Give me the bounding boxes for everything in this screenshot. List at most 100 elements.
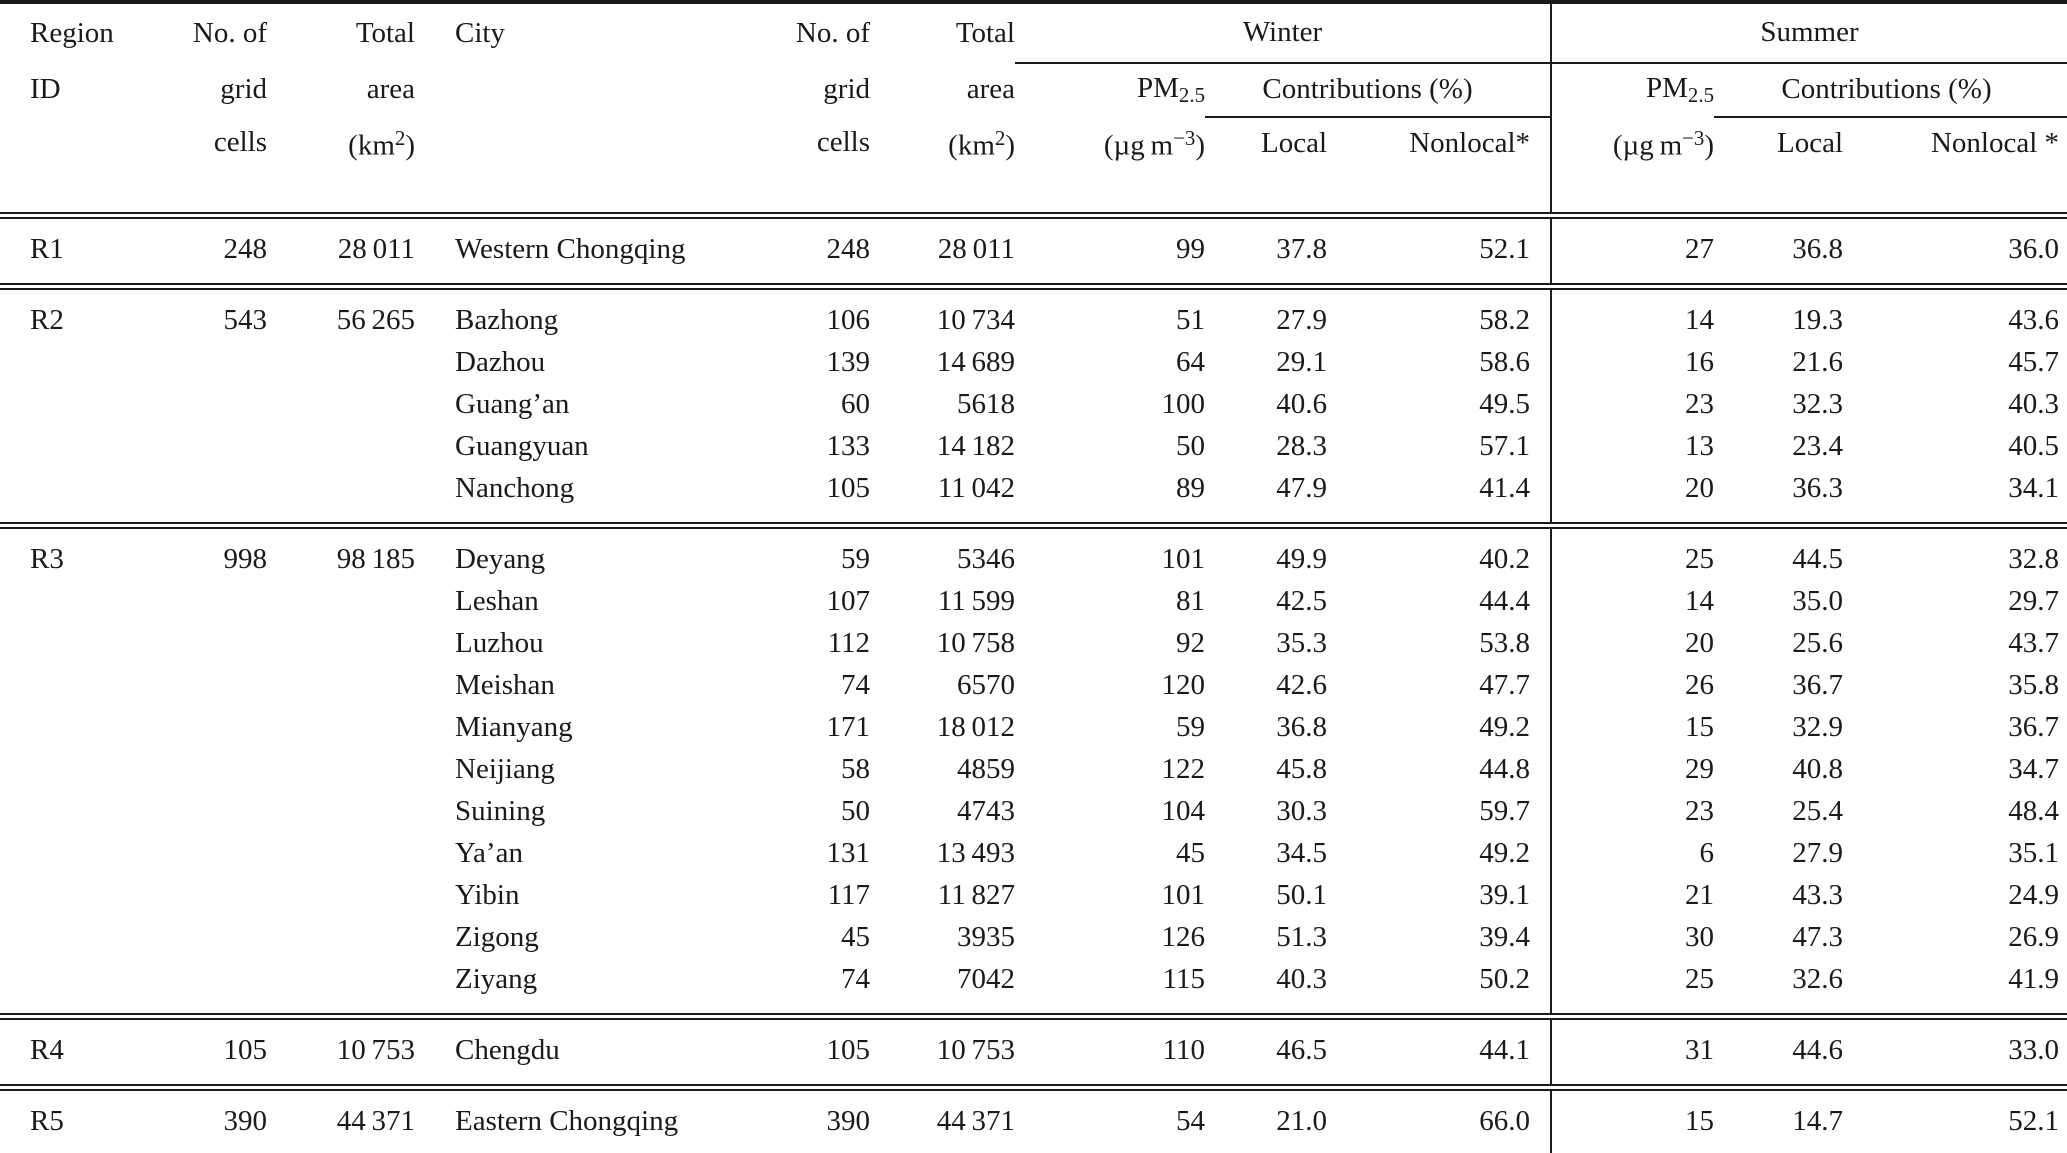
cell-region-total-area — [267, 581, 415, 623]
cell-winter-local: 49.9 — [1205, 522, 1327, 581]
cell-summer-local: 36.3 — [1792, 472, 1844, 505]
cell-region-total-area — [267, 707, 415, 749]
table-row: Luzhou 112 10 758 92 35.3 53.8 20 25.6 43.7 — [0, 623, 2067, 665]
cell-winter-pm25: 89 — [1176, 472, 1205, 505]
header-summer-local: Local — [1777, 127, 1844, 159]
cell-region-id — [0, 384, 120, 426]
cell-city: Guang’an — [455, 388, 570, 421]
cell-city-total-area: 10 758 — [936, 627, 1015, 660]
cell-region-id — [0, 581, 120, 623]
cell-summer-nonlocal: 48.4 — [2008, 795, 2060, 828]
cell-winter-pm25: 104 — [1161, 795, 1206, 828]
cell-city-total-area: 18 012 — [936, 711, 1015, 744]
cell-city: Western Chongqing — [415, 212, 785, 287]
cell-summer-local: 44.5 — [1714, 522, 1844, 581]
cell-city-grid-cells: 133 — [826, 430, 871, 463]
cell-winter-pm25: 50 — [1176, 430, 1205, 463]
cell-winter-local: 28.3 — [1276, 430, 1327, 463]
cell-winter-local: 30.3 — [1276, 795, 1327, 828]
cell-city-grid-cells: 117 — [827, 879, 870, 912]
cell-summer-pm25: 15 — [1550, 1084, 1715, 1153]
cell-summer-nonlocal: 43.6 — [1843, 283, 2067, 342]
cell-city-grid-cells: 171 — [826, 711, 871, 744]
cell-region-grid-cells — [120, 665, 267, 707]
cell-summer-local: 47.3 — [1792, 921, 1844, 954]
cell-summer-local: 27.9 — [1792, 837, 1844, 870]
cell-summer-nonlocal: 40.3 — [2008, 388, 2060, 421]
cell-city-total-area: 11 599 — [937, 585, 1015, 618]
cell-summer-pm25: 15 — [1550, 707, 1715, 749]
table-row: R1 248 28 011 Western Chongqing 248 28 011 99 3… — [0, 212, 2067, 287]
table-row: R2 543 56 265 Bazhong 106 10 734 51 27.9 58.2 14 1… — [0, 283, 2067, 342]
cell-city: Deyang — [415, 522, 785, 581]
cell-city-grid-cells: 74 — [841, 669, 870, 702]
cell-city-total-area: 7042 — [957, 963, 1015, 996]
cell-region-total-area: 56 265 — [267, 283, 415, 342]
cell-winter-nonlocal: 39.4 — [1479, 921, 1531, 954]
header-region-id: ID — [30, 73, 61, 106]
cell-city: Meishan — [455, 669, 555, 702]
region-group-r5: R5 390 44 371 Eastern Chongqing 390 44 371 54 2… — [0, 1084, 2067, 1153]
cell-region-grid-cells: 105 — [120, 1013, 267, 1088]
table-row: Neijiang 58 4859 122 45.8 44.8 29 40.8 34.7 — [0, 749, 2067, 791]
cell-city: Luzhou — [455, 627, 544, 660]
cell-region-total-area — [267, 791, 415, 833]
cell-summer-pm25: 27 — [1550, 212, 1715, 287]
cell-summer-pm25: 14 — [1550, 283, 1715, 342]
cell-winter-pm25: 51 — [1015, 283, 1205, 342]
cell-city-total-area: 4743 — [957, 795, 1015, 828]
header-city-spacer — [415, 63, 785, 117]
cell-winter-local: 40.6 — [1276, 388, 1327, 421]
cell-summer-nonlocal: 35.8 — [2008, 669, 2060, 702]
cell-winter-nonlocal: 40.2 — [1327, 522, 1552, 581]
cell-summer-nonlocal: 29.7 — [2008, 585, 2060, 618]
header-summer-pm25: PM2.5 — [1550, 63, 1715, 117]
cell-region-total-area — [267, 875, 415, 917]
cell-region-grid-cells — [120, 959, 267, 1017]
cell-summer-pm25: 25 — [1550, 959, 1715, 1017]
cell-city-total-area: 4859 — [957, 753, 1015, 786]
table-row: Ziyang 74 7042 115 40.3 50.2 25 32.6 41.9 — [0, 959, 2067, 1017]
table-row: Mianyang 171 18 012 59 36.8 49.2 15 32.9 36.7 — [0, 707, 2067, 749]
cell-summer-pm25: 31 — [1550, 1013, 1715, 1088]
table-row: Nanchong 105 11 042 89 47.9 41.4 20 36.3 34.1 — [0, 468, 2067, 526]
cell-summer-local: 23.4 — [1792, 430, 1844, 463]
cell-summer-nonlocal: 45.7 — [2008, 346, 2060, 379]
cell-region-id — [0, 875, 120, 917]
pm-label: PM — [1136, 72, 1179, 105]
table-row: R5 390 44 371 Eastern Chongqing 390 44 371 54 2… — [0, 1084, 2067, 1153]
cell-region-id — [0, 665, 120, 707]
cell-city: Mianyang — [455, 711, 573, 744]
cell-region-grid-cells — [120, 468, 267, 526]
cell-summer-nonlocal: 34.7 — [2008, 753, 2060, 786]
cell-winter-nonlocal: 44.1 — [1327, 1013, 1552, 1088]
cell-region-total-area: 28 011 — [267, 212, 415, 287]
cell-region-total-area — [267, 959, 415, 1017]
cell-winter-nonlocal: 49.5 — [1479, 388, 1531, 421]
cell-winter-pm25: 122 — [1161, 753, 1206, 786]
cell-region-grid-cells: 543 — [120, 283, 267, 342]
cell-region-grid-cells: 248 — [120, 212, 267, 287]
table-row: Dazhou 139 14 689 64 29.1 58.6 16 21.6 45.7 — [0, 342, 2067, 384]
cell-summer-pm25: 20 — [1550, 468, 1715, 526]
cell-region-grid-cells — [120, 875, 267, 917]
header-region-cells-label: cells — [213, 126, 267, 158]
cell-region-id — [0, 342, 120, 384]
table-row: Ya’an 131 13 493 45 34.5 49.2 6 27.9 35.1 — [0, 833, 2067, 875]
region-group-r3: R3 998 98 185 Deyang 59 5346 101 49.9 40.2 25 44.5… — [0, 522, 2067, 1017]
cell-summer-pm25: 26 — [1550, 665, 1715, 707]
cell-summer-nonlocal: 33.0 — [1843, 1013, 2067, 1088]
cell-region-id — [0, 791, 120, 833]
cell-city: Ziyang — [455, 963, 538, 996]
cell-winter-nonlocal: 44.4 — [1479, 585, 1531, 618]
header-region-total-area: Total — [355, 16, 415, 49]
table-row: Suining 50 4743 104 30.3 59.7 23 25.4 48.4 — [0, 791, 2067, 833]
cell-region-id — [0, 959, 120, 1017]
cell-summer-local: 36.8 — [1714, 212, 1844, 287]
header-winter-nonlocal: Nonlocal* — [1409, 127, 1531, 159]
table-row: Guangyuan 133 14 182 50 28.3 57.1 13 23.4 40.5 — [0, 426, 2067, 468]
cell-city: Bazhong — [415, 283, 785, 342]
region-group-r1: R1 248 28 011 Western Chongqing 248 28 011 99 3… — [0, 212, 2067, 287]
table-row: R3 998 98 185 Deyang 59 5346 101 49.9 40.2 25 44.5… — [0, 522, 2067, 581]
km2-superscript: 2 — [994, 126, 1006, 150]
